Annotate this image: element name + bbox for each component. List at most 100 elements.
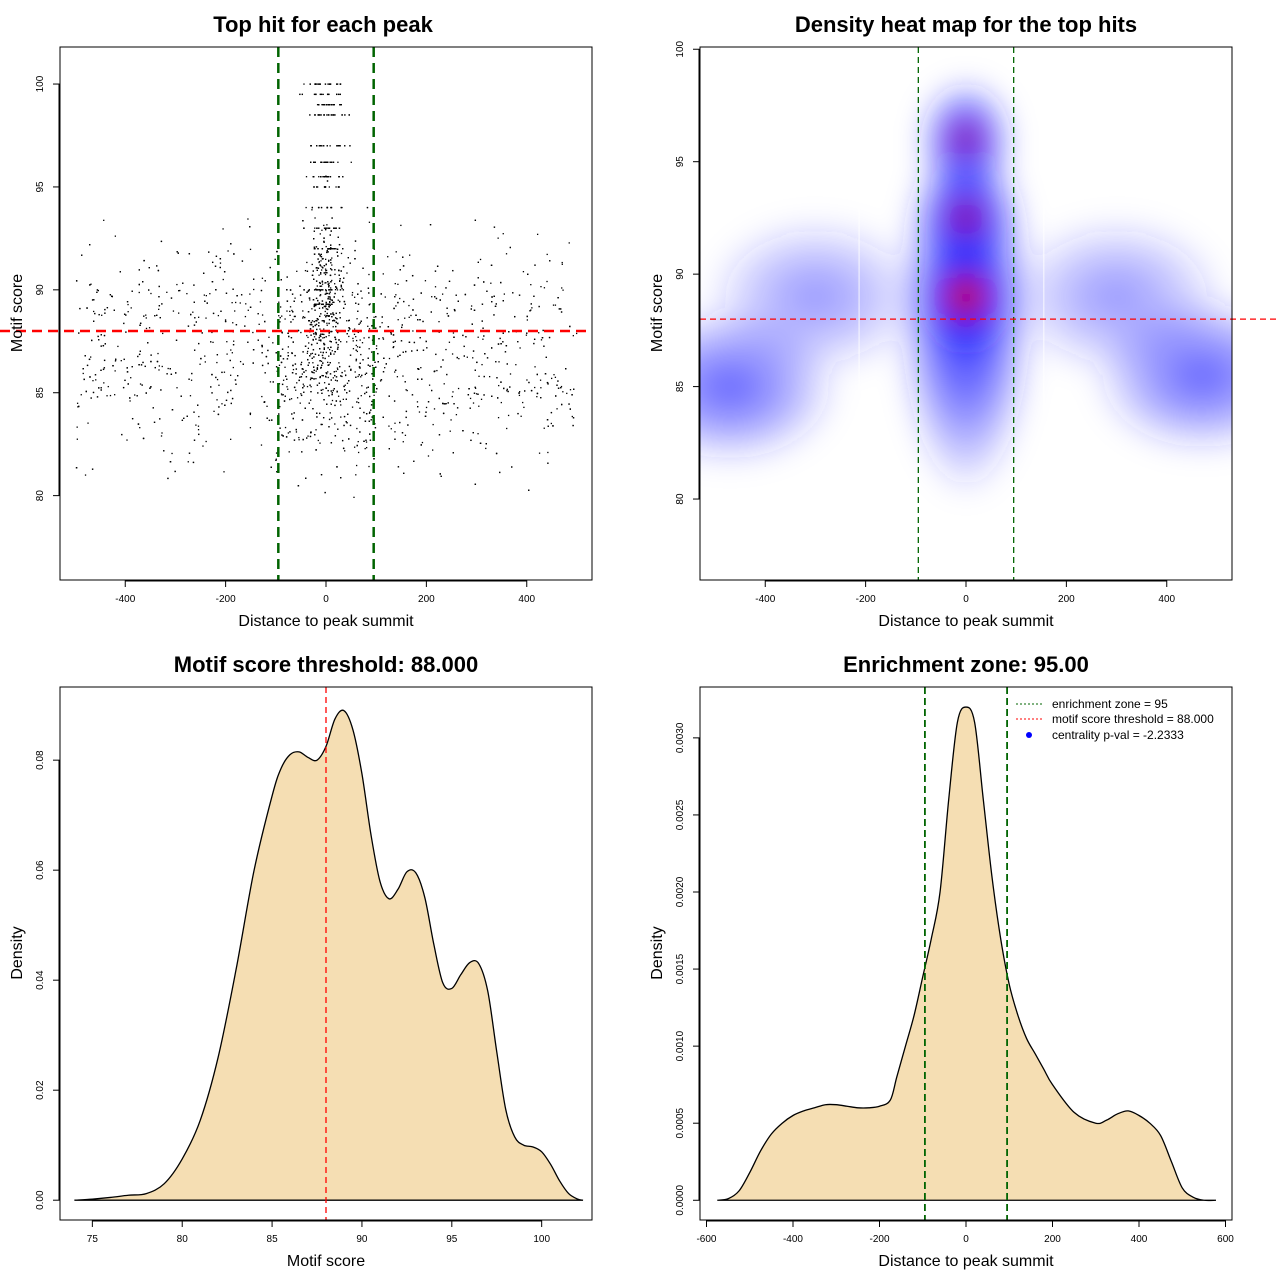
scatter-point: [303, 83, 305, 85]
scatter-point: [302, 220, 304, 222]
scatter-point: [110, 295, 113, 297]
scatter-point: [334, 351, 336, 353]
scatter-point: [316, 416, 318, 418]
scatter-point: [333, 388, 335, 390]
scatter-point: [365, 372, 368, 374]
scatter-point: [328, 104, 330, 106]
scatter-point: [247, 341, 249, 343]
scatter-point: [313, 248, 316, 250]
scatter-point: [369, 411, 371, 414]
scatter-point: [324, 310, 326, 313]
scatter-point: [313, 93, 316, 96]
scatter-point: [281, 332, 283, 334]
scatter-point: [572, 417, 575, 419]
scatter-point: [321, 303, 323, 306]
scatter-point: [522, 271, 525, 273]
scatter-point: [463, 345, 465, 348]
scatter-point: [92, 391, 95, 394]
scatter-point: [547, 425, 549, 427]
scatter-point: [178, 312, 180, 314]
scatter-point: [154, 366, 156, 369]
scatter-point: [169, 461, 172, 463]
scatter-point: [287, 388, 289, 390]
scatter-point: [536, 373, 538, 376]
scatter-point: [227, 250, 229, 252]
scatter-point: [509, 373, 512, 375]
scatter-point: [340, 375, 342, 377]
scatter-point: [547, 383, 549, 385]
scatter-point: [504, 351, 507, 353]
scatter-point: [180, 395, 182, 397]
scatter-point: [339, 400, 341, 403]
scatter-point: [341, 371, 343, 374]
scatter-point: [371, 416, 373, 418]
scatter-point: [100, 345, 102, 347]
scatter-point: [337, 255, 339, 257]
distance-legend: enrichment zone = 95 motif score thresho…: [1016, 697, 1214, 742]
scatter-point: [422, 320, 424, 323]
scatter-point: [317, 318, 319, 321]
scatter-point: [142, 281, 144, 283]
scatter-point: [394, 431, 396, 433]
scatter-point: [477, 336, 479, 338]
scatter-point: [319, 442, 321, 444]
scatter-point: [76, 426, 78, 428]
scatter-point: [418, 368, 420, 370]
scatter-point: [313, 372, 315, 374]
scatter-point: [368, 292, 370, 294]
legend-enrichment-label: enrichment zone = 95: [1052, 697, 1168, 711]
scatter-point: [286, 276, 288, 278]
scatter-point: [318, 382, 321, 384]
scatter-point: [328, 289, 330, 291]
scatter-point: [219, 258, 222, 260]
scatter-point: [394, 369, 397, 371]
scatter-point: [332, 301, 334, 303]
scatter-point: [159, 316, 161, 319]
scatter-point: [365, 446, 368, 449]
scatter-point: [404, 434, 407, 436]
scatter-point: [323, 305, 325, 308]
scatter-point: [172, 310, 175, 312]
scatter-point: [561, 287, 563, 289]
scatter-point: [188, 378, 190, 380]
scatter-point: [249, 427, 252, 429]
scatter-point: [309, 435, 312, 438]
scatter-point: [315, 303, 317, 305]
scatter-point: [359, 367, 361, 369]
scatter-point: [491, 301, 493, 303]
scatter-point: [100, 389, 102, 391]
scatter-point: [242, 363, 244, 365]
scatter-point: [96, 289, 99, 291]
scatter-point: [356, 401, 358, 403]
scatter-point: [319, 282, 321, 284]
scatter-point: [321, 354, 324, 357]
scatter-point: [188, 452, 191, 454]
scatter-point: [279, 355, 282, 357]
scatter-point: [397, 355, 399, 358]
scatter-point: [506, 427, 508, 430]
scatter-point: [334, 338, 337, 341]
scatter-point: [321, 364, 323, 366]
scatter-point: [361, 374, 363, 377]
scatter-point: [281, 383, 284, 386]
scatter-point: [526, 319, 529, 321]
scatter-point: [415, 314, 417, 316]
scatter-point: [215, 255, 218, 257]
scatter-point: [497, 237, 499, 239]
scatter-point: [343, 424, 345, 427]
scatter-point: [286, 378, 288, 380]
scatter-point: [333, 227, 335, 229]
scatter-point: [436, 369, 438, 372]
scatter-point: [387, 326, 390, 328]
scatter-point: [330, 353, 332, 355]
scatter-point: [355, 376, 357, 378]
scatter-point: [571, 415, 573, 418]
scatter-point: [303, 371, 305, 373]
scatter-point: [540, 285, 542, 288]
scatter-point: [425, 411, 427, 413]
scatter-point: [433, 370, 436, 373]
scatter-point: [430, 389, 433, 392]
scatter-point: [149, 387, 151, 389]
scatter-point: [93, 299, 95, 301]
scatter-point: [335, 400, 338, 402]
